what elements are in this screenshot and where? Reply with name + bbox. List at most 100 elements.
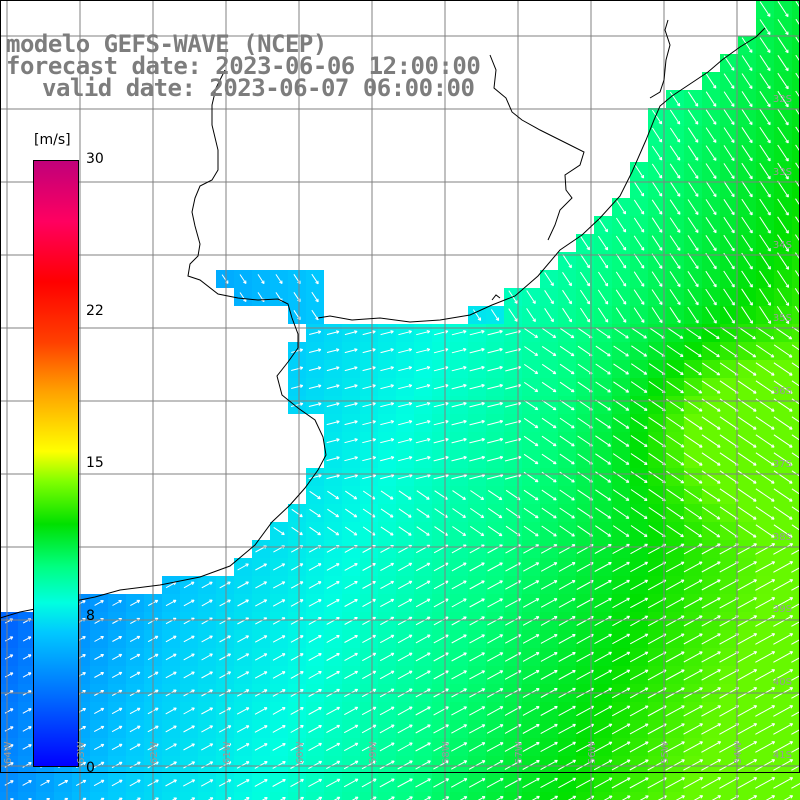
wind-arrow [344,670,359,680]
wind-arrow [666,506,684,520]
wind-arrow [755,470,775,484]
wind-arrow [615,307,627,323]
wind-arrow [362,438,377,444]
wind-arrow [433,778,450,788]
wind-arrow [558,562,576,572]
wind-arrow [702,524,721,538]
wind-arrow [415,634,431,644]
wind-arrow [687,253,699,270]
wind-arrow [239,274,247,284]
wind-arrow [541,489,557,501]
wind-arrow [630,489,648,501]
wind-arrow [540,759,558,771]
wind-arrow [451,706,468,716]
wind-arrow [165,671,177,679]
wind-arrow [629,705,649,717]
wind-arrow [631,327,647,339]
wind-arrow [741,234,753,252]
wind-arrow [290,563,304,571]
wind-arrow [272,635,286,643]
wind-arrow [669,307,681,324]
wind-arrow [687,181,699,197]
wind-arrow [326,438,340,444]
wind-arrow [594,562,612,572]
wind-arrow [669,181,681,197]
wind-arrow [523,399,539,411]
wind-arrow [469,383,485,390]
wind-arrow [451,455,467,462]
wind-arrow [218,761,232,769]
wind-arrow [362,366,376,372]
wind-arrow [701,705,722,717]
wind-arrow [613,345,629,357]
wind-arrow [612,453,630,465]
wind-arrow [755,506,775,520]
wind-cell [162,792,180,800]
wind-arrow [594,597,612,609]
wind-arrow [326,760,341,770]
wind-arrow [201,635,213,643]
wind-arrow [773,669,794,681]
wind-arrow [791,620,800,627]
wind-arrow [737,579,757,591]
wind-cell [792,666,800,684]
wind-cell [36,792,54,800]
wind-arrow [344,474,358,480]
wind-arrow [487,455,504,462]
wind-arrow [469,365,485,372]
wind-cell [126,792,144,800]
wind-arrow [290,581,304,589]
wind-arrow [397,473,413,480]
wind-arrow [237,599,249,607]
lat-label: 36S [772,386,792,397]
wind-arrow [452,526,467,536]
wind-arrow [773,380,793,394]
wind-arrow [741,73,753,89]
wind-arrow [526,308,536,323]
wind-arrow [487,616,504,626]
wind-arrow [398,366,413,372]
wind-arrow [723,91,735,107]
wind-cell [0,792,18,800]
wind-cell [792,648,800,666]
wind-cell [792,0,800,18]
wind-arrow [705,235,717,252]
wind-arrow [755,651,776,663]
wind-arrow [522,706,540,716]
wind-arrow [630,507,648,519]
wind-cell [108,792,126,800]
wind-arrow [737,723,758,735]
wind-arrow [665,777,685,789]
wind-arrow [558,652,576,662]
wind-arrow [201,743,214,751]
wind-arrow [111,779,123,787]
wind-arrow [308,635,322,643]
wind-arrow [345,490,358,500]
wind-arrow [741,216,753,234]
wind-arrow [201,599,213,607]
wind-arrow [665,651,685,663]
wind-arrow [683,741,703,753]
wind-arrow [183,671,195,679]
wind-arrow [559,435,575,447]
wind-arrow [666,345,684,357]
wind-arrow [343,742,359,752]
colorbar-tick-8: 8 [86,608,95,624]
wind-arrow [523,562,540,572]
wind-arrow [380,580,395,590]
wind-arrow [311,309,319,321]
wind-arrow [629,741,649,753]
wind-arrow [451,419,467,426]
wind-arrow [629,723,649,735]
wind-arrow [544,308,554,323]
wind-arrow [362,456,377,462]
wind-cell [360,792,378,800]
wind-arrow [4,708,14,714]
wind-arrow [58,780,69,786]
wind-arrow [451,598,467,608]
wind-arrow [451,616,467,626]
wind-arrow [633,235,645,251]
wind-arrow [759,252,771,270]
wind-cell [792,792,800,800]
wind-arrow [791,548,800,555]
